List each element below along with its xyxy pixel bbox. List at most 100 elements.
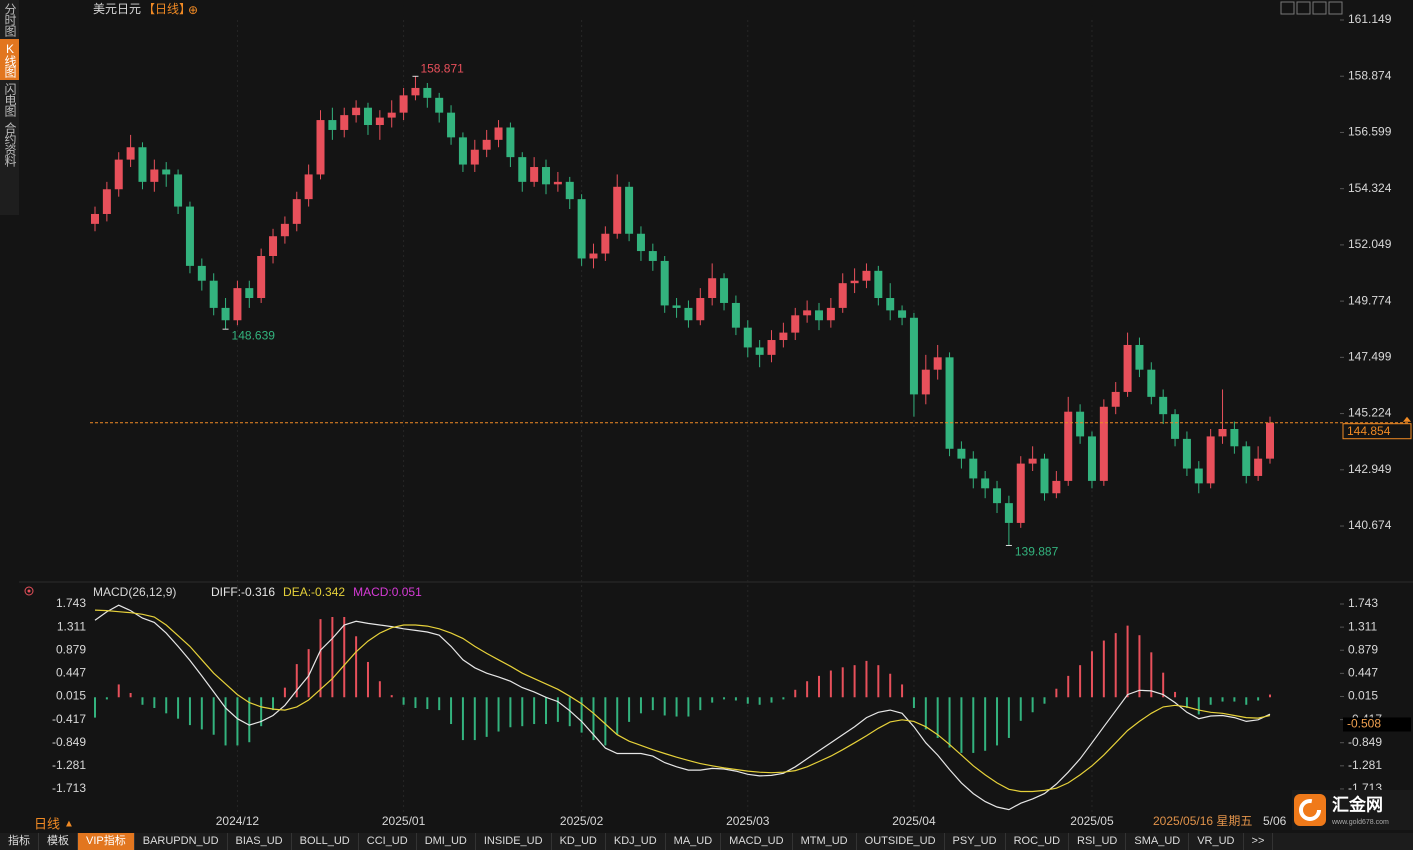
sidebar-tab[interactable]: 分时图 (3, 3, 17, 36)
candle-body (874, 270, 883, 299)
indicator-icon[interactable] (24, 586, 34, 596)
logo-text: 汇金网 (1332, 794, 1383, 814)
candle-body (91, 213, 99, 224)
indicator-tab[interactable]: DMI_UD (417, 833, 476, 850)
candle-body (993, 488, 1002, 504)
indicator-tab[interactable]: BOLL_UD (292, 833, 359, 850)
candle-body (672, 305, 681, 308)
candle-body (1111, 391, 1120, 407)
candle-body (577, 199, 586, 259)
icon[interactable] (1280, 1, 1295, 15)
candle-body (1254, 458, 1263, 476)
y-tick-label: -0.849 (1348, 735, 1382, 749)
macd-marker-label: -0.508 (1347, 717, 1381, 731)
indicator-tab[interactable]: VR_UD (1189, 833, 1244, 850)
candle-body (292, 199, 301, 224)
y-tick-label: 0.879 (1348, 642, 1378, 656)
indicator-tab[interactable]: OUTSIDE_UD (857, 833, 945, 850)
candle-body (708, 278, 717, 299)
sidebar-tab[interactable]: K线图 (0, 39, 19, 80)
indicator-tab[interactable]: >> (1244, 833, 1274, 850)
candle-body (363, 107, 372, 126)
bottom-period[interactable]: 日线 (34, 816, 60, 831)
candle-body (743, 327, 752, 348)
indicator-tab[interactable]: PSY_UD (945, 833, 1006, 850)
toolbar-icons[interactable] (1280, 1, 1343, 15)
indicator-tab[interactable]: SMA_UD (1126, 833, 1190, 850)
indicator-tab[interactable]: VIP指标 (78, 833, 135, 850)
candle-body (791, 315, 800, 333)
period-icon[interactable]: ⊕ (188, 3, 198, 17)
candle-body (553, 181, 562, 185)
candle-body (506, 127, 515, 158)
candle-body (945, 357, 954, 449)
candle-body (340, 115, 349, 130)
indicator-tab[interactable]: KDJ_UD (606, 833, 666, 850)
logo-graphic: 汇金网 www.gold678.com (1294, 794, 1389, 826)
candle-body (1099, 406, 1108, 481)
indicator-tab[interactable]: MTM_UD (793, 833, 857, 850)
icon[interactable] (1328, 1, 1343, 15)
candle-body (862, 270, 871, 281)
last-price-label: 144.854 (1347, 424, 1391, 438)
y-tick-label: 149.774 (1348, 293, 1392, 307)
x-tick-label: 2025/03 (726, 814, 770, 828)
icon[interactable] (1296, 1, 1311, 15)
y-tick-label: 152.049 (1348, 237, 1392, 251)
candle-body (221, 307, 230, 321)
y-tick-label: 0.447 (1348, 666, 1378, 680)
candle-body (399, 95, 408, 113)
y-tick-label: 1.743 (1348, 596, 1378, 610)
high-label: 158.871 (420, 61, 464, 75)
candle-body (767, 340, 776, 355)
y-tick-label: 161.149 (1348, 12, 1392, 26)
candle-body (126, 147, 135, 160)
indicator-tab[interactable]: KD_UD (552, 833, 606, 850)
candle-body (316, 120, 325, 175)
sidebar-tab[interactable]: 闪电图 (3, 83, 17, 116)
logo-icon (1294, 794, 1326, 826)
candle-body (648, 251, 657, 261)
indicator-tab[interactable]: INSIDE_UD (476, 833, 552, 850)
candle-body (684, 307, 693, 321)
candle-body (720, 278, 729, 303)
candle-body (625, 186, 634, 234)
candle-body (969, 458, 978, 479)
sidebar-tab[interactable]: 合约资料 (3, 122, 17, 166)
indicator-tab[interactable]: BIAS_UD (228, 833, 292, 850)
candle-body (435, 97, 444, 113)
indicator-tab[interactable]: BARUPDN_UD (135, 833, 228, 850)
y-tick-label-left: 1.743 (56, 596, 86, 610)
candle-body (114, 159, 123, 190)
candle-body (470, 149, 479, 165)
candle-body (636, 233, 645, 252)
candle-body (1004, 503, 1013, 523)
indicator-tab[interactable]: MACD_UD (721, 833, 793, 850)
candle-body (850, 280, 859, 284)
candle-body (257, 255, 266, 299)
y-tick-label: 145.224 (1348, 406, 1392, 420)
y-tick-label-left: -0.849 (52, 735, 86, 749)
candle-body (660, 260, 669, 306)
indicator-tab[interactable]: ROC_UD (1006, 833, 1070, 850)
legend-entry: MACD:0.051 (353, 585, 422, 599)
candle-body (731, 302, 740, 328)
indicator-tab[interactable]: CCI_UD (359, 833, 417, 850)
candle-body (957, 448, 966, 459)
candle-body (102, 189, 111, 214)
candle-body (233, 288, 242, 321)
macd-line (94, 604, 1271, 811)
candle-body (755, 347, 764, 355)
candle-body (494, 127, 503, 140)
indicator-tab[interactable]: 指标 (0, 833, 39, 850)
indicator-tab[interactable]: 模板 (39, 833, 78, 850)
candle-body (1076, 411, 1085, 437)
y-tick-label: 158.874 (1348, 68, 1392, 82)
bottom-period-icon[interactable]: ▲ (64, 819, 74, 830)
indicator-tab[interactable]: RSI_UD (1069, 833, 1127, 850)
icon[interactable] (1312, 1, 1327, 15)
background (19, 0, 1413, 833)
candle-body (245, 288, 254, 299)
indicator-tab[interactable]: MA_UD (666, 833, 722, 850)
